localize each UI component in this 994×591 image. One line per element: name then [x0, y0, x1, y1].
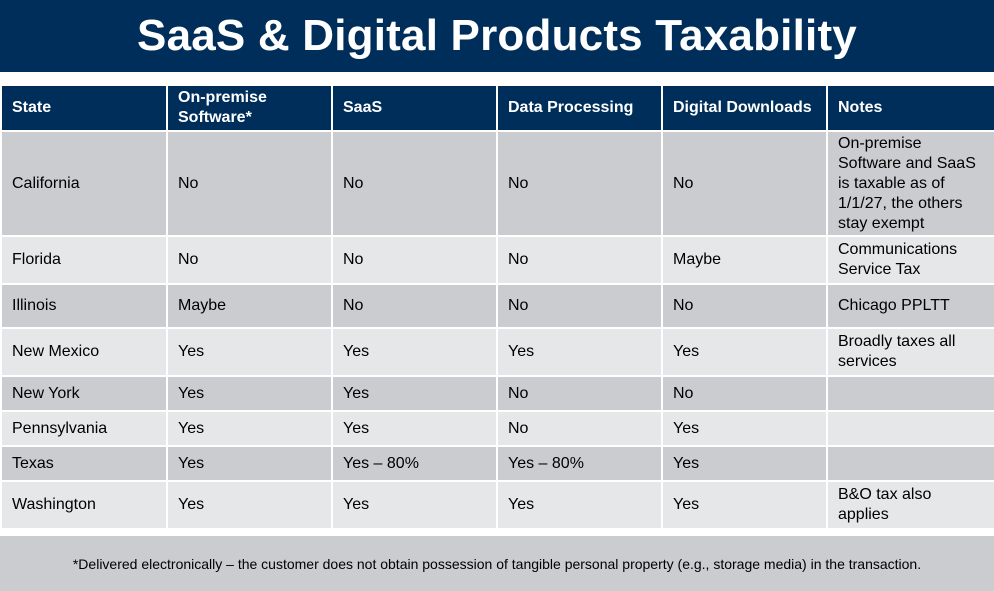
column-header-notes: Notes: [826, 84, 994, 132]
column-header-onprem: On-premise Software*: [166, 84, 333, 132]
cell-notes: Chicago PPLTT: [826, 283, 994, 329]
cell-notes: [826, 410, 994, 447]
table-row: New York Yes Yes No No: [0, 375, 994, 412]
cell-onprem: Yes: [166, 410, 333, 447]
cell-notes: Broadly taxes all services: [826, 327, 994, 377]
table-row: New Mexico Yes Yes Yes Yes Broadly taxes…: [0, 327, 994, 377]
title-bar: SaaS & Digital Products Taxability: [0, 0, 994, 72]
cell-data-processing: No: [496, 375, 663, 412]
taxability-table: State On-premise Software* SaaS Data Pro…: [0, 84, 994, 530]
cell-data-processing: No: [496, 410, 663, 447]
cell-onprem: Maybe: [166, 283, 333, 329]
cell-digital-downloads: Yes: [661, 480, 828, 530]
table-header-row: State On-premise Software* SaaS Data Pro…: [0, 84, 994, 132]
cell-onprem: No: [166, 235, 333, 285]
cell-onprem: Yes: [166, 445, 333, 482]
cell-notes: On-premise Software and SaaS is taxable …: [826, 130, 994, 237]
cell-notes: [826, 375, 994, 412]
footnote-text: *Delivered electronically – the customer…: [72, 555, 922, 572]
page-title: SaaS & Digital Products Taxability: [137, 11, 857, 60]
column-header-data-processing: Data Processing: [496, 84, 663, 132]
cell-notes: Communications Service Tax: [826, 235, 994, 285]
cell-saas: Yes: [331, 410, 498, 447]
cell-notes: B&O tax also applies: [826, 480, 994, 530]
table-row: Florida No No No Maybe Communications Se…: [0, 235, 994, 285]
footnote-bar: *Delivered electronically – the customer…: [0, 534, 994, 591]
table-row: California No No No No On-premise Softwa…: [0, 130, 994, 237]
table-row: Texas Yes Yes – 80% Yes – 80% Yes: [0, 445, 994, 482]
cell-digital-downloads: No: [661, 375, 828, 412]
cell-digital-downloads: Yes: [661, 410, 828, 447]
cell-state: New Mexico: [0, 327, 168, 377]
cell-onprem: No: [166, 130, 333, 237]
cell-state: New York: [0, 375, 168, 412]
cell-digital-downloads: Maybe: [661, 235, 828, 285]
cell-digital-downloads: Yes: [661, 445, 828, 482]
cell-saas: No: [331, 130, 498, 237]
cell-saas: Yes: [331, 480, 498, 530]
cell-saas: Yes: [331, 375, 498, 412]
table-row: Pennsylvania Yes Yes No Yes: [0, 410, 994, 447]
cell-state: Texas: [0, 445, 168, 482]
cell-data-processing: No: [496, 235, 663, 285]
cell-digital-downloads: No: [661, 283, 828, 329]
cell-data-processing: No: [496, 130, 663, 237]
cell-state: Illinois: [0, 283, 168, 329]
cell-data-processing: Yes: [496, 480, 663, 530]
cell-data-processing: No: [496, 283, 663, 329]
cell-saas: No: [331, 235, 498, 285]
cell-digital-downloads: No: [661, 130, 828, 237]
cell-saas: Yes – 80%: [331, 445, 498, 482]
cell-notes: [826, 445, 994, 482]
cell-saas: No: [331, 283, 498, 329]
cell-state: Washington: [0, 480, 168, 530]
cell-digital-downloads: Yes: [661, 327, 828, 377]
cell-onprem: Yes: [166, 327, 333, 377]
column-header-digital-downloads: Digital Downloads: [661, 84, 828, 132]
cell-state: Florida: [0, 235, 168, 285]
table-row: Washington Yes Yes Yes Yes B&O tax also …: [0, 480, 994, 530]
cell-state: Pennsylvania: [0, 410, 168, 447]
column-header-state: State: [0, 84, 168, 132]
cell-onprem: Yes: [166, 375, 333, 412]
cell-data-processing: Yes: [496, 327, 663, 377]
table-row: Illinois Maybe No No No Chicago PPLTT: [0, 283, 994, 329]
cell-state: California: [0, 130, 168, 237]
column-header-saas: SaaS: [331, 84, 498, 132]
cell-data-processing: Yes – 80%: [496, 445, 663, 482]
cell-saas: Yes: [331, 327, 498, 377]
cell-onprem: Yes: [166, 480, 333, 530]
